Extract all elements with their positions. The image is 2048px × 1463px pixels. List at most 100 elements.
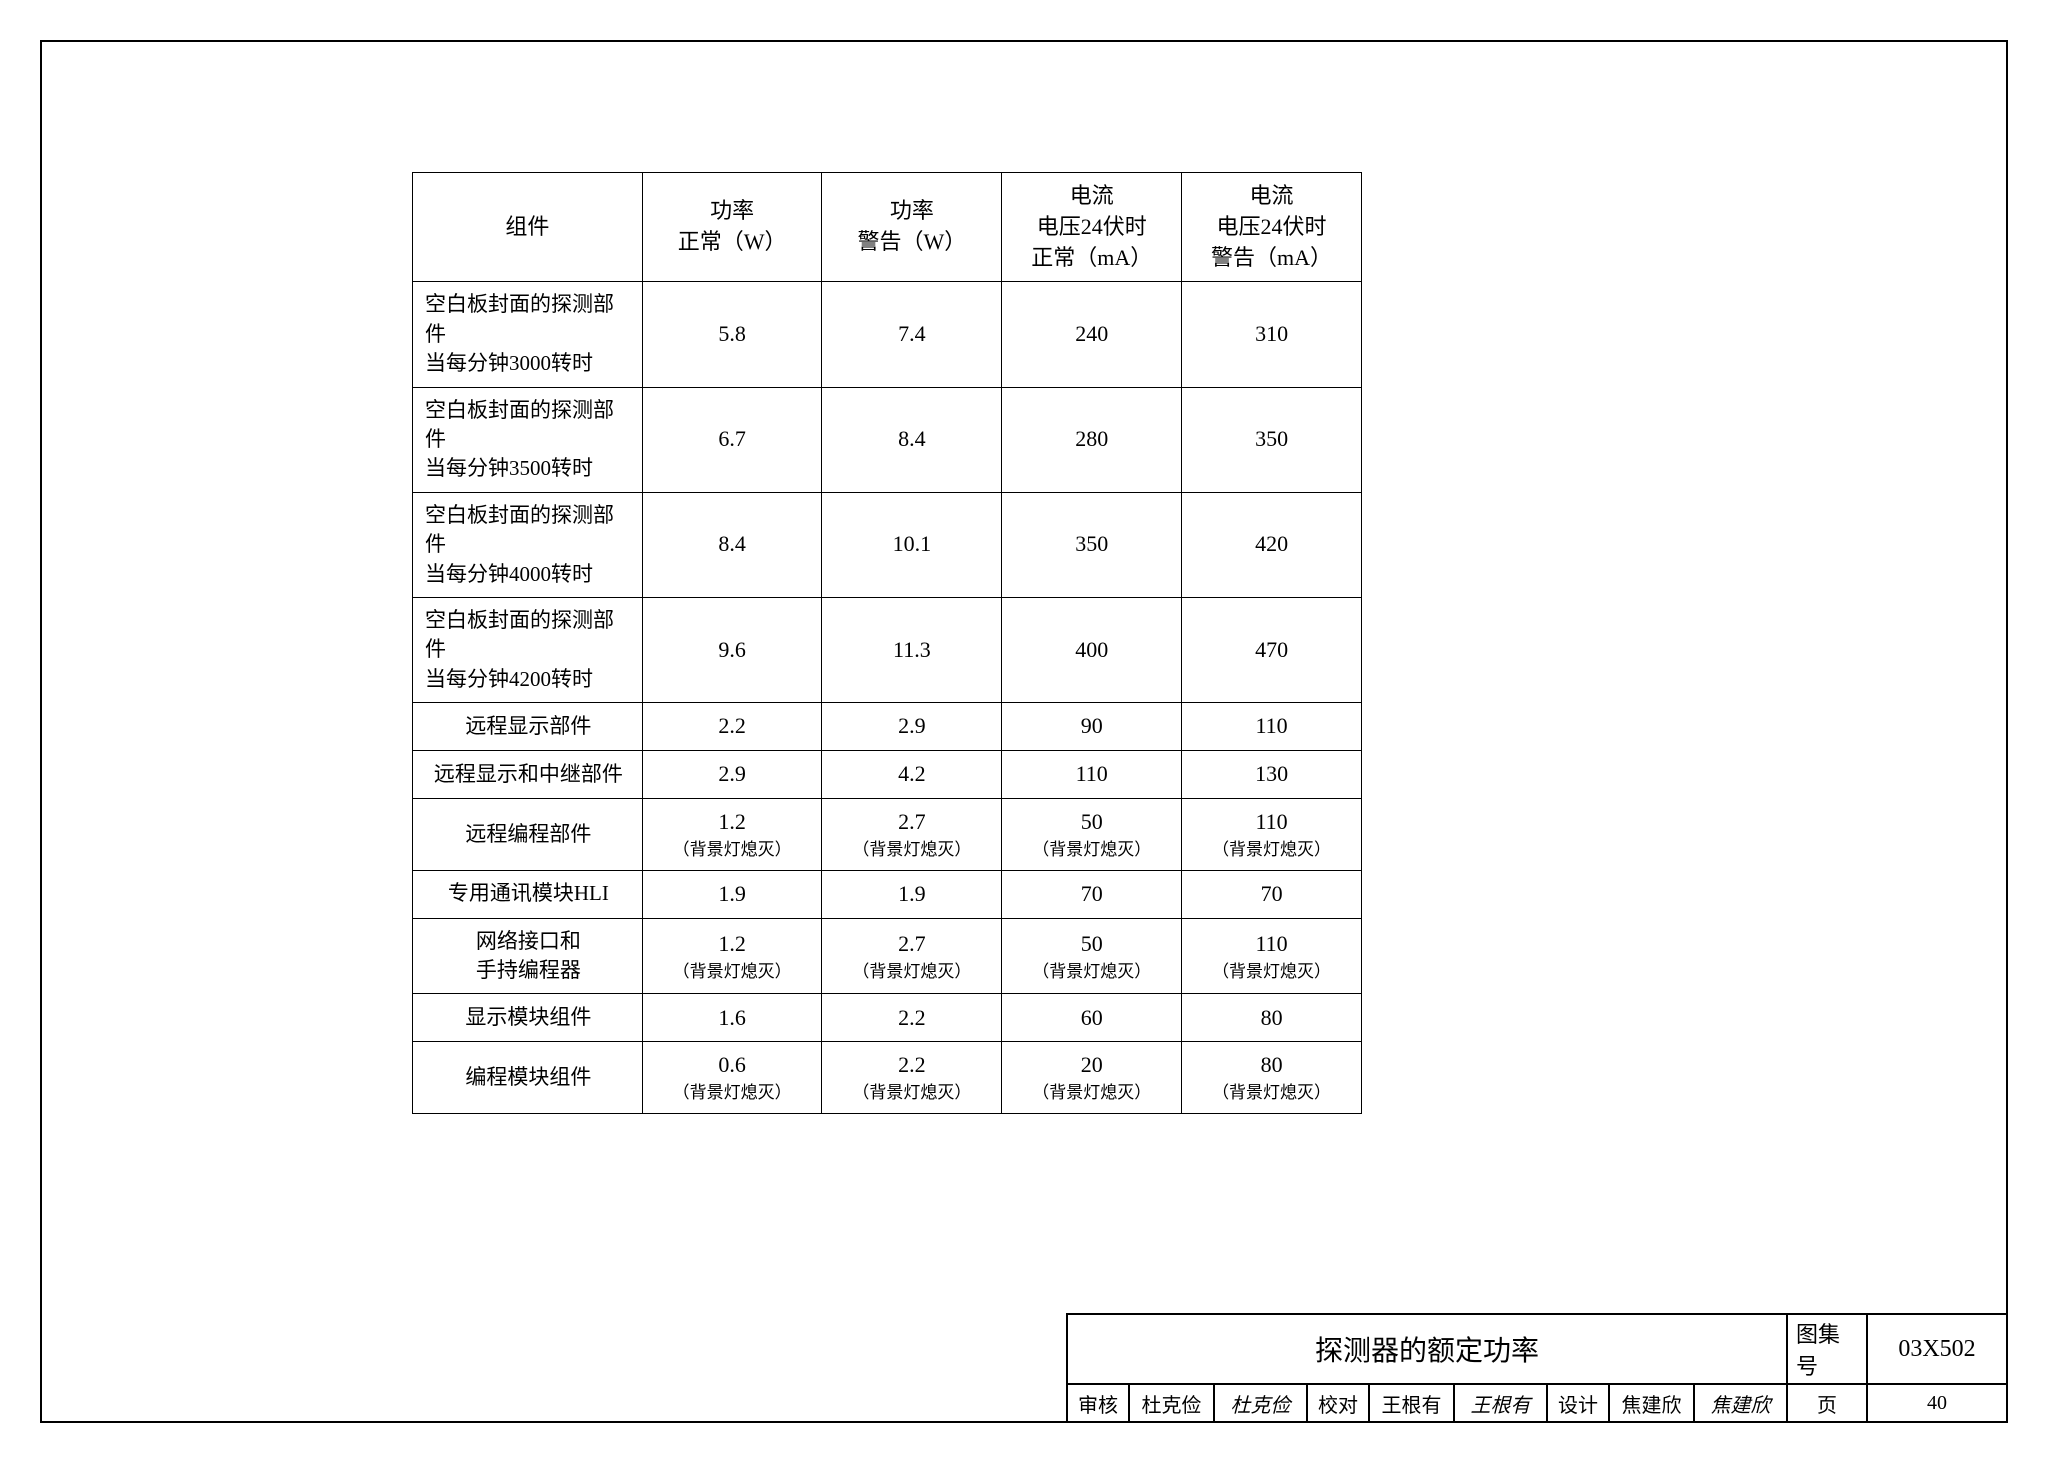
cell-pa: 2.7（背景灯熄灭） [822, 799, 1002, 871]
table-row: 显示模块组件1.62.26080 [413, 994, 1362, 1042]
cell-ca: 130 [1182, 751, 1362, 799]
cell-pn: 1.2（背景灯熄灭） [642, 799, 822, 871]
cell-value: 110 [1255, 809, 1287, 834]
cell-value: 130 [1255, 761, 1288, 786]
cell-value: 2.2 [898, 1052, 926, 1077]
cell-cn: 350 [1002, 492, 1182, 597]
cell-ca: 110（背景灯熄灭） [1182, 799, 1362, 871]
cell-pa: 4.2 [822, 751, 1002, 799]
cell-value: 6.7 [718, 426, 746, 451]
th-component-text: 组件 [505, 214, 549, 239]
cell-component: 专用通讯模块HLI [413, 870, 643, 918]
cell-value: 90 [1081, 713, 1103, 738]
cell-pa: 8.4 [822, 387, 1002, 492]
cell-value: 240 [1075, 321, 1108, 346]
cell-component: 编程模块组件 [413, 1042, 643, 1114]
table-row: 空白板封面的探测部件 当每分钟3000转时 5.8 7.4 240 310 [413, 282, 1362, 387]
cell-value: 110 [1255, 931, 1287, 956]
cell-value: 4.2 [898, 761, 926, 786]
reviewer-name: 杜克俭 [1128, 1383, 1213, 1421]
cell-cn: 70 [1002, 870, 1182, 918]
cell-value: 50 [1081, 931, 1103, 956]
cell-value: 110 [1255, 713, 1287, 738]
page-label: 页 [1786, 1383, 1866, 1421]
drawing-frame: 组件 功率 正常（W） 功率 警告（W） 电流 电压24伏时 正常（mA） 电流… [40, 40, 2008, 1423]
cell-value: 1.6 [718, 1005, 746, 1030]
design-label: 设计 [1546, 1383, 1608, 1421]
cell-subnote: （背景灯熄灭） [653, 838, 812, 862]
table-row: 远程显示部件 2.2 2.9 90 110 [413, 703, 1362, 751]
table-row: 空白板封面的探测部件 当每分钟3500转时6.78.4280350 [413, 387, 1362, 492]
drawing-title: 探测器的额定功率 [1066, 1313, 1786, 1383]
cell-subnote: （背景灯熄灭） [1012, 960, 1171, 984]
th-power-alarm-text: 功率 警告（W） [858, 198, 967, 254]
cell-value: 350 [1075, 531, 1108, 556]
cell-subnote: （背景灯熄灭） [1192, 1081, 1351, 1105]
cell-value: 10.1 [893, 531, 932, 556]
checker-name: 王根有 [1368, 1383, 1453, 1421]
cell-component: 空白板封面的探测部件 当每分钟3000转时 [413, 282, 643, 387]
drawing-set-label: 图集号 [1786, 1313, 1866, 1383]
cell-value: 11.3 [893, 637, 931, 662]
cell-value: 2.2 [718, 713, 746, 738]
cell-value: 400 [1075, 637, 1108, 662]
cell-pn: 8.4 [642, 492, 822, 597]
cell-pa: 2.7（背景灯熄灭） [822, 918, 1002, 994]
cell-value: 8.4 [718, 531, 746, 556]
cell-pa: 2.9 [822, 703, 1002, 751]
cell-pa: 7.4 [822, 282, 1002, 387]
cell-ca: 470 [1182, 597, 1362, 702]
cell-value: 1.9 [898, 881, 926, 906]
cell-pa: 11.3 [822, 597, 1002, 702]
designer-signature: 焦建欣 [1693, 1383, 1786, 1421]
cell-cn: 50 （背景灯熄灭） [1002, 918, 1182, 994]
cell-cn: 110 [1002, 751, 1182, 799]
cell-pa: 2.2 （背景灯熄灭） [822, 1042, 1002, 1114]
cell-ca: 110 [1182, 703, 1362, 751]
cell-pn: 1.6 [642, 994, 822, 1042]
th-current-normal: 电流 电压24伏时 正常（mA） [1002, 173, 1182, 282]
cell-subnote: （背景灯熄灭） [1012, 1081, 1171, 1105]
cell-value: 1.9 [718, 881, 746, 906]
th-current-normal-text: 电流 电压24伏时 正常（mA） [1031, 183, 1152, 270]
cell-value: 80 [1261, 1052, 1283, 1077]
cell-component: 显示模块组件 [413, 994, 643, 1042]
cell-value: 70 [1261, 881, 1283, 906]
cell-ca: 80 （背景灯熄灭） [1182, 1042, 1362, 1114]
cell-value: 5.8 [718, 321, 746, 346]
reviewer-signature: 杜克俭 [1213, 1383, 1306, 1421]
cell-value: 9.6 [718, 637, 746, 662]
th-current-alarm: 电流 电压24伏时 警告（mA） [1182, 173, 1362, 282]
cell-value: 280 [1075, 426, 1108, 451]
cell-value: 110 [1076, 761, 1108, 786]
page-value: 40 [1866, 1383, 2006, 1421]
th-power-normal: 功率 正常（W） [642, 173, 822, 282]
cell-cn: 280 [1002, 387, 1182, 492]
cell-value: 7.4 [898, 321, 926, 346]
th-power-alarm: 功率 警告（W） [822, 173, 1002, 282]
cell-cn: 50（背景灯熄灭） [1002, 799, 1182, 871]
checker-signature: 王根有 [1453, 1383, 1546, 1421]
cell-subnote: （背景灯熄灭） [653, 1081, 812, 1105]
cell-pa: 2.2 [822, 994, 1002, 1042]
cell-value: 60 [1081, 1005, 1103, 1030]
table-row: 网络接口和 手持编程器1.2（背景灯熄灭）2.7（背景灯熄灭）50（背景灯熄灭）… [413, 918, 1362, 994]
cell-pn: 1.2（背景灯熄灭） [642, 918, 822, 994]
cell-cn: 400 [1002, 597, 1182, 702]
cell-cn: 60 [1002, 994, 1182, 1042]
cell-value: 470 [1255, 637, 1288, 662]
review-label: 审核 [1066, 1383, 1128, 1421]
table-row: 编程模块组件0.6（背景灯熄灭）2.2（背景灯熄灭）20（背景灯熄灭）80（背景… [413, 1042, 1362, 1114]
cell-value: 2.9 [898, 713, 926, 738]
cell-pn: 0.6 （背景灯熄灭） [642, 1042, 822, 1114]
cell-pa: 1.9 [822, 870, 1002, 918]
table-row: 空白板封面的探测部件 当每分钟4200转时9.611.3400470 [413, 597, 1362, 702]
cell-subnote: （背景灯熄灭） [832, 1081, 991, 1105]
cell-value: 310 [1255, 321, 1288, 346]
cell-value: 0.6 [718, 1052, 746, 1077]
cell-value: 50 [1081, 809, 1103, 834]
cell-component: 远程显示部件 [413, 703, 643, 751]
cell-value: 420 [1255, 531, 1288, 556]
cell-ca: 350 [1182, 387, 1362, 492]
th-component: 组件 [413, 173, 643, 282]
